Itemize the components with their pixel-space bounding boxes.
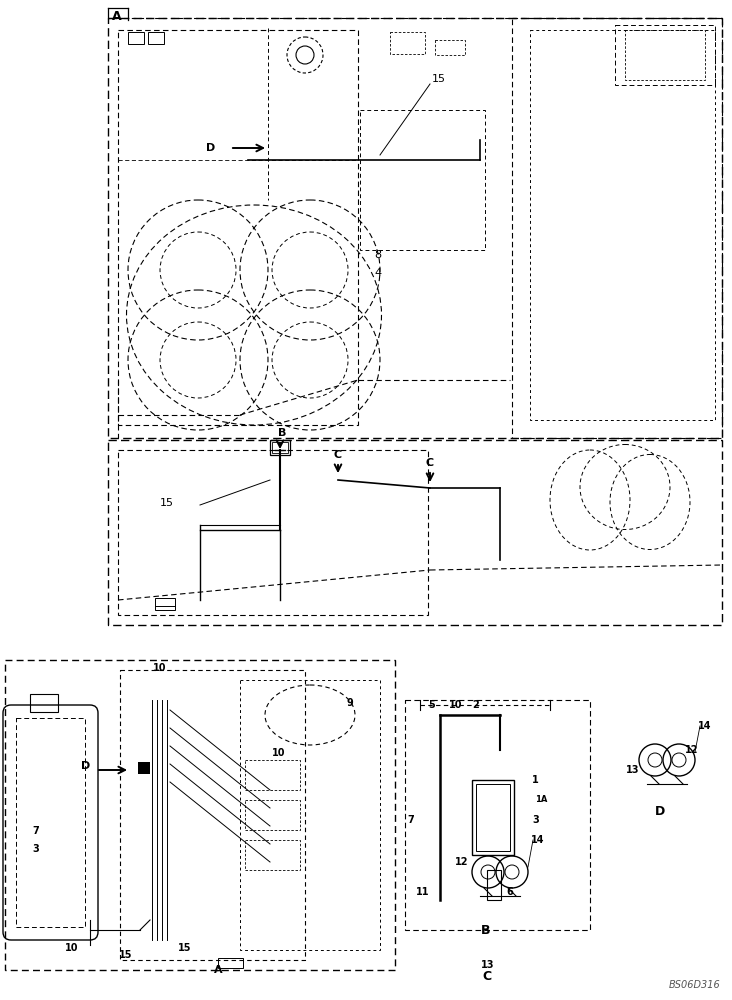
Text: 10: 10 — [65, 943, 79, 953]
Text: 15: 15 — [432, 74, 446, 84]
Text: 13: 13 — [481, 960, 495, 970]
Bar — [128, 32, 144, 44]
Bar — [108, 18, 722, 438]
Text: 1: 1 — [532, 775, 539, 785]
Bar — [108, 440, 722, 625]
Text: D: D — [81, 761, 90, 771]
Text: B: B — [481, 924, 490, 937]
Bar — [30, 694, 58, 712]
Text: 3: 3 — [532, 815, 539, 825]
Bar — [245, 760, 300, 790]
Bar — [118, 450, 428, 615]
Text: C: C — [334, 450, 342, 460]
Text: 9: 9 — [347, 698, 354, 708]
Bar — [390, 32, 425, 54]
Bar — [218, 958, 243, 968]
Bar — [148, 32, 164, 44]
Text: 12: 12 — [685, 745, 699, 755]
Text: BS06D316: BS06D316 — [668, 980, 720, 990]
Text: 12: 12 — [455, 857, 468, 867]
Text: 15: 15 — [179, 943, 192, 953]
Bar — [405, 700, 590, 930]
Bar — [487, 870, 501, 900]
Text: 13: 13 — [627, 765, 640, 775]
Text: 3: 3 — [33, 844, 40, 854]
Bar — [245, 840, 300, 870]
Bar — [138, 762, 150, 774]
Text: 8: 8 — [375, 250, 381, 260]
Bar — [625, 30, 705, 80]
Text: 5: 5 — [429, 700, 436, 710]
Text: 6: 6 — [507, 887, 513, 897]
Bar — [360, 110, 485, 250]
Bar — [272, 442, 288, 453]
Text: 1A: 1A — [535, 796, 548, 804]
Text: 4: 4 — [375, 268, 381, 278]
Text: D: D — [206, 143, 215, 153]
Bar — [530, 30, 715, 420]
Bar — [472, 780, 514, 855]
Bar — [476, 784, 510, 851]
Bar — [615, 25, 715, 85]
Bar — [245, 800, 300, 830]
Text: 14: 14 — [698, 721, 712, 731]
Text: 15: 15 — [160, 498, 174, 508]
Text: 10: 10 — [153, 663, 167, 673]
Text: B: B — [278, 428, 286, 438]
Text: C: C — [482, 970, 492, 983]
Bar — [512, 18, 722, 438]
Text: D: D — [655, 805, 665, 818]
Text: 11: 11 — [417, 887, 430, 897]
Bar — [270, 440, 290, 455]
Text: 10: 10 — [272, 748, 285, 758]
Text: 15: 15 — [119, 950, 132, 960]
Text: 2: 2 — [473, 700, 479, 710]
Bar — [240, 680, 380, 950]
Bar — [118, 30, 358, 425]
Bar — [16, 718, 85, 927]
Bar — [435, 40, 465, 55]
Bar — [155, 598, 175, 610]
Text: 7: 7 — [407, 815, 414, 825]
Text: 14: 14 — [531, 835, 545, 845]
Bar — [5, 660, 395, 970]
FancyArrow shape — [23, 336, 78, 374]
Text: C: C — [426, 458, 434, 468]
Text: A: A — [214, 965, 223, 975]
Text: 10: 10 — [449, 700, 463, 710]
Text: A: A — [112, 10, 122, 23]
Bar — [120, 670, 305, 960]
Text: 7: 7 — [33, 826, 40, 836]
